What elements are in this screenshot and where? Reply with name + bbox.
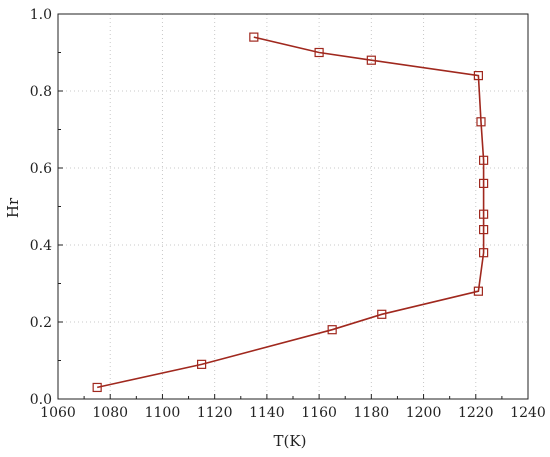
y-tick-label: 0.2 [30,315,52,331]
x-tick-label: 1060 [40,405,76,421]
x-tick-label: 1200 [406,405,442,421]
data-point-marker [314,47,324,58]
x-tick-label: 1180 [354,405,390,421]
y-tick-label: 0.4 [30,238,52,254]
y-axis: 0.0 0.2 0.4 0.6 0.8 1.0 [30,7,63,408]
y-tick-label: 0.6 [30,161,52,177]
x-tick-label: 1220 [458,405,494,421]
x-tick-label: 1080 [92,405,128,421]
data-point-marker [377,309,387,319]
data-point-marker [327,325,337,335]
data-point-marker [479,225,489,235]
data-point-marker [366,55,376,65]
series [92,32,489,393]
data-point-marker [249,32,259,42]
data-point-marker [479,248,489,258]
x-tick-label: 1160 [301,405,337,421]
x-tick-label: 1120 [197,405,233,421]
data-point-marker [479,209,489,219]
y-axis-title: Hr [4,197,22,218]
data-point-marker [479,155,489,165]
y-tick-label: 1.0 [30,7,52,23]
data-point-marker [476,117,486,127]
y-tick-label: 0.0 [30,392,52,408]
x-tick-label: 1240 [510,405,546,421]
plot-frame [57,13,529,400]
grid [58,14,528,399]
x-tick-label: 1100 [145,405,181,421]
y-tick-label: 0.8 [30,84,52,100]
data-point-marker [197,359,207,369]
data-point-marker [473,70,483,81]
x-axis-title: T(K) [274,432,307,450]
data-point-marker [479,178,489,188]
x-axis: 1060 1080 1100 1120 1140 1160 1180 1200 1220 1240 [40,394,546,421]
x-tick-label: 1140 [249,405,285,421]
data-point-marker [92,382,102,393]
data-point-marker [473,286,483,296]
series-line [97,36,485,389]
